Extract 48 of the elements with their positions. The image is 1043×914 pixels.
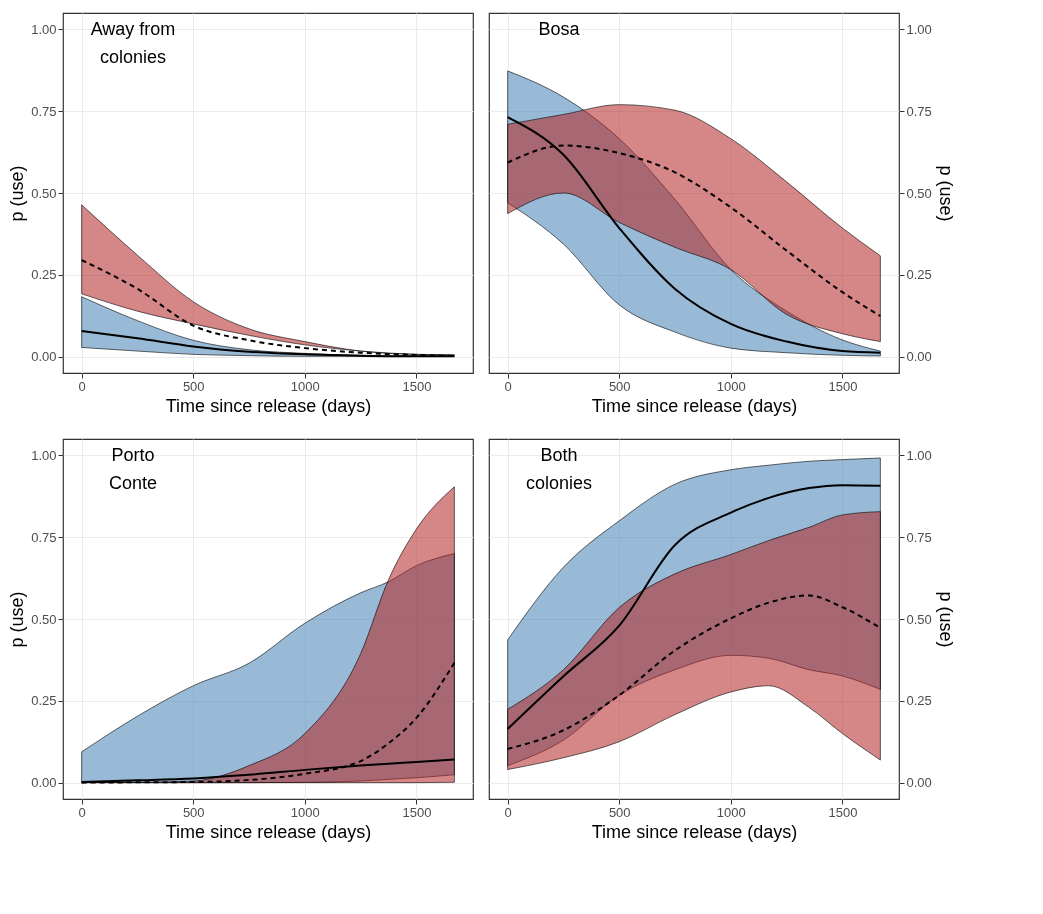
y-axis-title: p (use) xyxy=(7,165,28,222)
y-tick-label: 0.25 xyxy=(31,267,57,283)
x-tick-label: 500 xyxy=(182,804,205,820)
x-axis-title: Time since release (days) xyxy=(165,395,372,416)
x-tick-label: 1000 xyxy=(716,804,746,820)
y-tick-label: 0.00 xyxy=(906,775,932,791)
y-tick-label: 0.50 xyxy=(31,185,57,201)
y-axis-title: p (use) xyxy=(935,165,956,222)
x-axis-title: Time since release (days) xyxy=(591,821,798,842)
x-tick-label: 1500 xyxy=(402,804,432,820)
y-tick-label: 0.00 xyxy=(906,349,932,365)
y-tick-label: 1.00 xyxy=(31,21,57,37)
x-tick-label: 1000 xyxy=(290,804,320,820)
x-axis-title: Time since release (days) xyxy=(165,821,372,842)
y-tick-label: 1.00 xyxy=(906,21,932,37)
y-tick-label: 0.00 xyxy=(31,349,57,365)
x-tick-label: 0 xyxy=(78,378,86,394)
y-tick-label: 0.50 xyxy=(906,185,932,201)
annotation: Porto Conte xyxy=(108,445,158,493)
annotation: Away from colonies xyxy=(90,19,176,67)
y-tick-label: 1.00 xyxy=(31,447,57,463)
y-tick-label: 0.25 xyxy=(906,693,932,709)
x-tick-label: 0 xyxy=(504,804,512,820)
y-tick-label: 0.50 xyxy=(906,611,932,627)
y-tick-label: 0.75 xyxy=(906,529,932,545)
annotation: Bosa xyxy=(538,19,581,39)
y-tick-label: 0.50 xyxy=(31,611,57,627)
y-axis-title: p (use) xyxy=(7,591,28,648)
x-tick-label: 500 xyxy=(608,804,631,820)
y-tick-label: 0.25 xyxy=(31,693,57,709)
y-axis-title: p (use) xyxy=(935,591,956,648)
x-tick-label: 1500 xyxy=(828,804,858,820)
y-tick-label: 1.00 xyxy=(906,447,932,463)
annotation: Both colonies xyxy=(525,445,593,493)
x-tick-label: 1500 xyxy=(402,378,432,394)
x-tick-label: 0 xyxy=(78,804,86,820)
y-tick-label: 0.75 xyxy=(31,103,57,119)
y-tick-label: 0.75 xyxy=(31,529,57,545)
y-tick-label: 0.25 xyxy=(906,267,932,283)
x-tick-label: 0 xyxy=(504,378,512,394)
y-tick-label: 0.00 xyxy=(31,775,57,791)
x-axis-title: Time since release (days) xyxy=(591,395,798,416)
y-tick-label: 0.75 xyxy=(906,103,932,119)
x-tick-label: 1500 xyxy=(828,378,858,394)
x-tick-label: 1000 xyxy=(290,378,320,394)
x-tick-label: 500 xyxy=(608,378,631,394)
x-tick-label: 1000 xyxy=(716,378,746,394)
x-tick-label: 500 xyxy=(182,378,205,394)
